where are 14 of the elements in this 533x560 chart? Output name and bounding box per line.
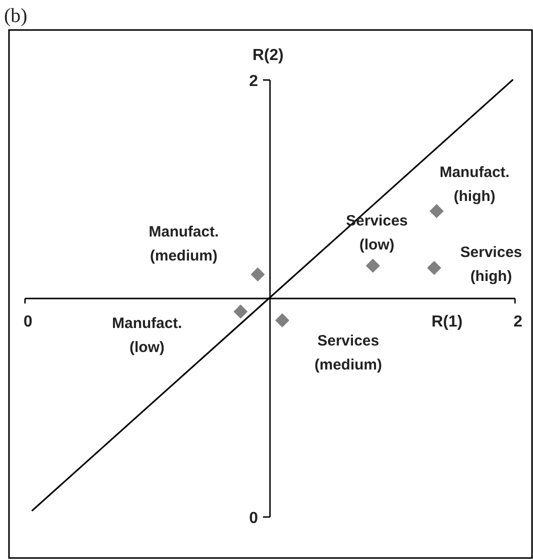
point (430, 204, 444, 218)
annotation: Services (high) (460, 244, 522, 285)
point (275, 313, 290, 328)
annotation: Services (medium) (314, 332, 382, 374)
point (427, 260, 442, 275)
point (250, 267, 265, 282)
chart-title: (b) (4, 5, 28, 27)
annotation: Manufact. (medium) (148, 223, 219, 264)
point (366, 258, 380, 273)
x-axis-title: R(1) (431, 314, 463, 330)
point (234, 304, 248, 319)
annotation: Manufact. (high) (440, 164, 510, 206)
annotation: Manufact. (low) (112, 315, 182, 356)
y-axis-title: R(2) (252, 47, 284, 64)
